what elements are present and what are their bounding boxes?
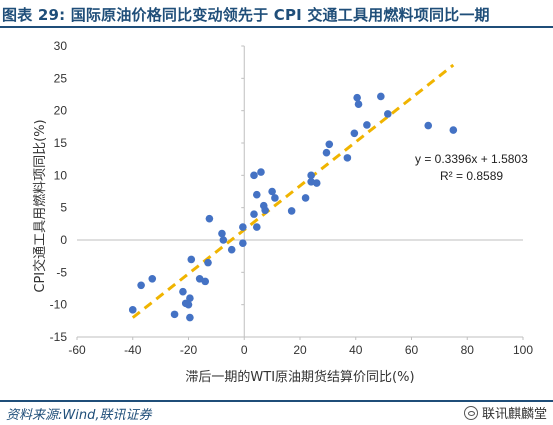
data-point [353,93,361,102]
watermark: 联讯麒麟堂 [463,403,547,422]
trendline-layer [131,63,455,319]
data-point [204,258,212,267]
x-tick-label: 0 [241,343,248,357]
x-axis-label: 滞后一期的WTI原油期货结算价同比(%) [185,369,414,385]
x-tick-label: 100 [513,343,533,357]
y-axis-label: CPI交通工具用燃料项同比(%) [32,119,48,292]
data-point [148,275,157,283]
y-tick-label: 20 [54,104,68,118]
data-point [219,236,228,244]
y-tick-label: 15 [54,136,68,150]
data-point [252,190,261,199]
x-tick-label: 20 [293,343,307,357]
x-tick-label: -20 [180,343,198,357]
data-point [184,300,193,309]
footer-rule [0,400,553,402]
figure-title: 图表 29: 国际原油价格同比变动领先于 CPI 交通工具用燃料项同比一期 [2,6,490,24]
x-tick-label: 40 [349,343,363,357]
source-note: 资料来源:Wind,联讯证券 [6,408,152,423]
title-rule [0,26,553,28]
data-point [227,245,236,254]
data-point [179,287,187,296]
data-point [377,92,385,101]
data-points [128,92,458,322]
x-tick-label: -40 [124,343,142,357]
data-point [257,168,265,176]
data-point [170,310,179,319]
data-point [350,129,359,138]
x-tick-label: 80 [461,343,475,357]
trend-r-squared: R² = 0.8589 [440,169,503,183]
y-tick-label: 0 [60,233,67,247]
data-point [268,187,276,196]
x-tick-label: -60 [68,343,86,357]
wechat-icon [463,405,478,420]
data-point [322,148,331,157]
data-point [301,194,310,202]
y-tick-label: 10 [54,168,68,182]
y-tick-label: 5 [60,201,67,215]
y-tick-label: 25 [54,71,68,85]
data-point [384,110,392,118]
y-tick-label: -10 [50,298,68,312]
data-point [250,210,258,218]
data-point [363,121,371,129]
data-point [201,277,210,286]
trendline [131,63,455,319]
chart-tick-labels: -15 -10 -5 0 5 10 15 20 25 30 -60 -40 -20 0 20 40 60 80 10… [50,39,534,357]
data-point [205,214,214,223]
data-point [137,281,145,290]
data-point [449,126,458,134]
data-point [128,306,137,314]
data-point [239,223,247,231]
chart-axes [77,46,523,338]
data-point [187,255,196,264]
y-tick-label: 30 [54,39,68,53]
data-point [252,223,261,231]
data-point [424,121,433,130]
watermark-text: 联讯麒麟堂 [481,407,547,422]
data-point [250,171,258,180]
data-point [186,313,194,322]
data-point [271,194,279,202]
x-tick-label: 60 [405,343,419,357]
trend-equation: y = 0.3396x + 1.5803 [415,152,528,166]
data-point [261,206,269,215]
data-point [186,294,194,303]
data-point [239,239,247,248]
data-point [325,140,334,149]
data-point [218,229,226,238]
data-point [287,207,296,215]
data-point [307,171,315,180]
data-point [354,100,363,108]
y-tick-label: -15 [50,330,68,344]
data-point [312,179,321,187]
data-point [343,154,352,162]
y-tick-label: -5 [56,265,67,279]
